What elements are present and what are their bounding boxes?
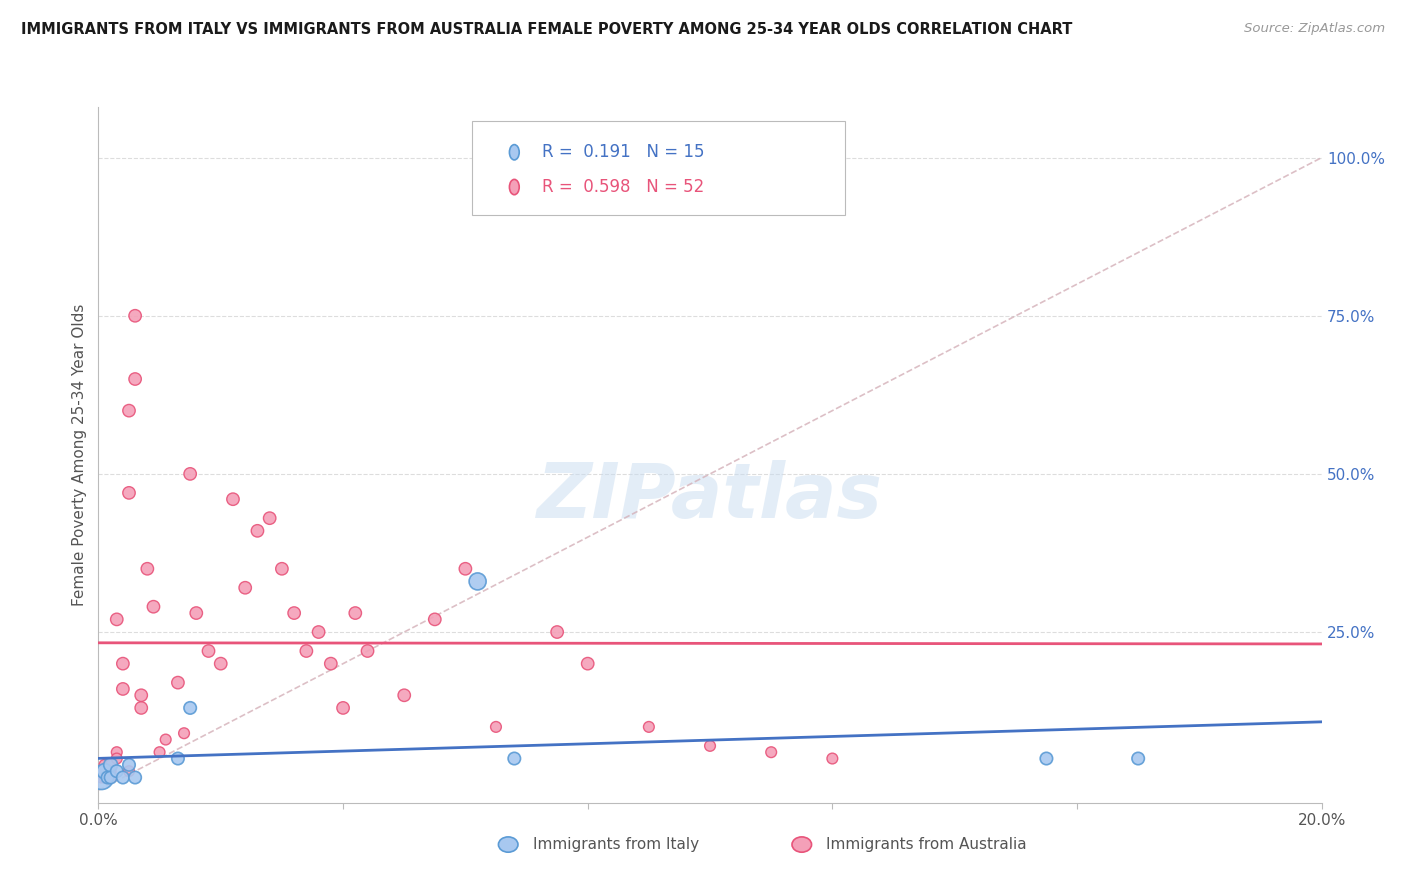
Point	[546, 625, 568, 640]
Text: ZIPatlas: ZIPatlas	[537, 459, 883, 533]
Ellipse shape	[509, 179, 519, 194]
Point	[124, 372, 146, 386]
Point	[105, 764, 128, 779]
Point	[283, 606, 305, 620]
Point	[93, 764, 115, 779]
Ellipse shape	[509, 145, 519, 160]
Point	[270, 562, 292, 576]
Text: R =  0.598   N = 52: R = 0.598 N = 52	[543, 178, 704, 196]
Text: Source: ZipAtlas.com: Source: ZipAtlas.com	[1244, 22, 1385, 36]
Point	[90, 771, 112, 785]
Point	[93, 757, 115, 772]
Point	[197, 644, 219, 658]
Point	[179, 467, 201, 481]
Point	[124, 309, 146, 323]
Point	[173, 726, 195, 740]
Point	[129, 701, 152, 715]
Point	[111, 771, 134, 785]
Text: IMMIGRANTS FROM ITALY VS IMMIGRANTS FROM AUSTRALIA FEMALE POVERTY AMONG 25-34 YE: IMMIGRANTS FROM ITALY VS IMMIGRANTS FROM…	[21, 22, 1073, 37]
Point	[576, 657, 599, 671]
Point	[118, 486, 141, 500]
Point	[222, 492, 245, 507]
Point	[179, 701, 201, 715]
Point	[155, 732, 177, 747]
Point	[308, 625, 330, 640]
Point	[93, 764, 115, 779]
Point	[105, 612, 128, 626]
Y-axis label: Female Poverty Among 25-34 Year Olds: Female Poverty Among 25-34 Year Olds	[72, 304, 87, 606]
Point	[100, 757, 122, 772]
Point	[699, 739, 721, 753]
Point	[167, 751, 190, 765]
Point	[516, 157, 538, 171]
Point	[319, 657, 342, 671]
Point	[118, 403, 141, 417]
Point	[111, 681, 134, 696]
Text: Immigrants from Australia: Immigrants from Australia	[827, 837, 1026, 852]
Point	[209, 657, 232, 671]
Point	[100, 771, 122, 785]
Ellipse shape	[498, 837, 517, 852]
Point	[186, 606, 208, 620]
Point	[100, 764, 122, 779]
Point	[423, 612, 446, 626]
Point	[136, 562, 159, 576]
Point	[356, 644, 378, 658]
Point	[129, 688, 152, 702]
Point	[124, 771, 146, 785]
Point	[142, 599, 165, 614]
Point	[332, 701, 354, 715]
Point	[118, 764, 141, 779]
Point	[97, 771, 120, 785]
Point	[233, 581, 256, 595]
Point	[111, 657, 134, 671]
Point	[344, 606, 367, 620]
Point	[467, 574, 489, 589]
Text: Immigrants from Italy: Immigrants from Italy	[533, 837, 699, 852]
Text: R =  0.191   N = 15: R = 0.191 N = 15	[543, 144, 704, 161]
Point	[1128, 751, 1150, 765]
Point	[105, 751, 128, 765]
Point	[295, 644, 318, 658]
Ellipse shape	[792, 837, 811, 852]
Point	[246, 524, 269, 538]
Point	[105, 745, 128, 759]
Point	[821, 751, 844, 765]
Point	[392, 688, 416, 702]
Point	[93, 771, 115, 785]
Point	[149, 745, 172, 759]
Point	[167, 675, 190, 690]
Point	[454, 562, 477, 576]
Point	[1035, 751, 1057, 765]
Point	[100, 757, 122, 772]
Point	[503, 751, 526, 765]
Point	[118, 757, 141, 772]
Point	[90, 771, 112, 785]
Point	[100, 771, 122, 785]
Point	[759, 745, 782, 759]
Point	[259, 511, 281, 525]
Point	[485, 720, 508, 734]
Point	[637, 720, 661, 734]
FancyBboxPatch shape	[471, 121, 845, 215]
